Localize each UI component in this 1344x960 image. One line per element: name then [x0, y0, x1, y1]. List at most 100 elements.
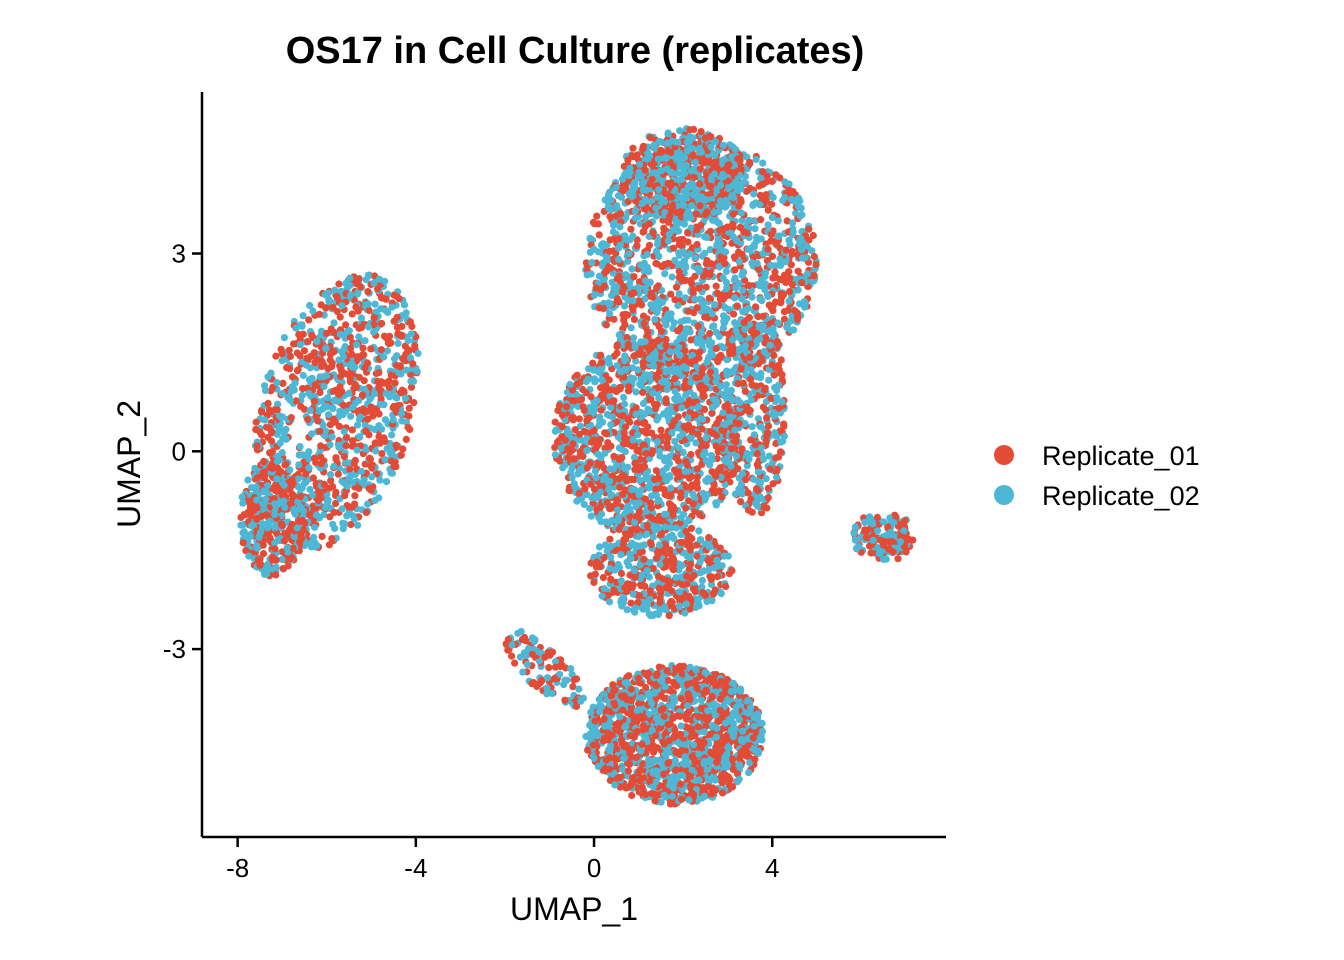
point-replicate-01 [313, 355, 321, 364]
point-replicate-02 [703, 491, 711, 499]
point-replicate-02 [364, 300, 372, 308]
point-replicate-01 [405, 404, 413, 412]
point-replicate-02 [628, 192, 636, 201]
point-replicate-02 [688, 202, 696, 210]
point-replicate-02 [608, 291, 616, 299]
point-replicate-02 [732, 178, 740, 186]
point-replicate-01 [410, 399, 418, 407]
point-replicate-02 [353, 446, 361, 454]
point-replicate-01 [772, 454, 780, 462]
point-replicate-01 [327, 477, 335, 485]
point-replicate-02 [615, 255, 623, 264]
point-replicate-01 [296, 493, 304, 501]
point-replicate-01 [239, 539, 247, 547]
point-replicate-01 [743, 229, 751, 237]
point-replicate-02 [691, 158, 700, 166]
point-replicate-01 [320, 480, 328, 488]
point-replicate-02 [783, 323, 791, 332]
point-replicate-02 [326, 441, 334, 449]
point-replicate-02 [391, 355, 399, 363]
point-replicate-01 [348, 437, 357, 445]
point-replicate-02 [613, 506, 622, 514]
point-replicate-01 [377, 378, 385, 386]
point-replicate-02 [765, 376, 773, 384]
point-replicate-01 [788, 247, 796, 256]
point-replicate-02 [680, 257, 689, 265]
point-replicate-01 [595, 304, 603, 312]
point-replicate-02 [383, 347, 391, 355]
point-replicate-02 [651, 315, 659, 324]
point-replicate-01 [285, 346, 293, 354]
point-replicate-01 [726, 350, 734, 358]
point-replicate-02 [744, 245, 753, 253]
point-replicate-02 [721, 304, 729, 312]
point-replicate-02 [681, 153, 689, 162]
point-replicate-01 [391, 379, 399, 387]
point-replicate-02 [588, 259, 596, 267]
point-replicate-01 [326, 350, 335, 358]
point-replicate-02 [673, 221, 681, 229]
point-replicate-01 [563, 403, 571, 411]
point-replicate-02 [635, 168, 643, 176]
point-replicate-02 [253, 542, 261, 550]
point-replicate-01 [731, 168, 739, 176]
point-replicate-02 [349, 478, 357, 487]
point-replicate-01 [764, 422, 773, 430]
point-replicate-01 [260, 458, 268, 466]
point-replicate-02 [748, 423, 756, 431]
point-replicate-01 [316, 491, 324, 499]
point-replicate-02 [592, 474, 600, 482]
point-replicate-02 [711, 151, 719, 160]
point-replicate-02 [271, 510, 279, 519]
point-replicate-01 [265, 424, 273, 432]
point-replicate-02 [630, 375, 638, 383]
point-replicate-02 [789, 228, 797, 236]
point-replicate-02 [294, 475, 302, 483]
point-replicate-01 [710, 481, 718, 489]
point-replicate-02 [363, 500, 372, 508]
point-replicate-01 [669, 203, 677, 211]
point-replicate-02 [375, 494, 383, 502]
point-replicate-01 [587, 393, 595, 401]
point-replicate-01 [703, 208, 711, 216]
point-replicate-02 [666, 453, 674, 461]
point-replicate-02 [644, 483, 652, 491]
point-replicate-02 [681, 316, 689, 324]
point-replicate-02 [652, 212, 661, 220]
point-replicate-02 [407, 330, 415, 338]
point-replicate-02 [788, 195, 796, 203]
point-replicate-01 [706, 428, 714, 436]
point-replicate-02 [735, 334, 744, 342]
point-replicate-01 [585, 414, 593, 422]
point-replicate-01 [616, 483, 624, 491]
point-replicate-01 [342, 433, 351, 441]
point-replicate-02 [296, 443, 304, 451]
point-replicate-01 [670, 466, 679, 474]
point-replicate-02 [366, 395, 374, 403]
point-replicate-02 [605, 519, 613, 527]
point-replicate-01 [610, 315, 618, 323]
point-replicate-02 [685, 137, 694, 145]
point-replicate-01 [652, 467, 660, 475]
point-replicate-02 [785, 297, 793, 305]
point-replicate-02 [395, 369, 403, 377]
point-replicate-01 [744, 489, 752, 497]
point-replicate-02 [624, 296, 632, 304]
point-replicate-01 [729, 220, 737, 228]
point-replicate-01 [794, 267, 802, 275]
point-replicate-02 [728, 396, 737, 405]
point-replicate-02 [625, 250, 633, 258]
point-replicate-02 [640, 178, 648, 186]
point-replicate-01 [682, 458, 690, 466]
point-replicate-02 [278, 555, 286, 564]
point-replicate-02 [298, 322, 306, 330]
point-replicate-01 [780, 420, 788, 428]
point-replicate-02 [689, 191, 698, 199]
point-replicate-02 [271, 500, 279, 508]
point-replicate-02 [678, 404, 686, 412]
point-replicate-01 [590, 436, 598, 444]
point-replicate-02 [278, 357, 286, 365]
point-replicate-01 [398, 332, 406, 340]
point-replicate-01 [671, 374, 679, 383]
point-replicate-01 [368, 464, 376, 472]
